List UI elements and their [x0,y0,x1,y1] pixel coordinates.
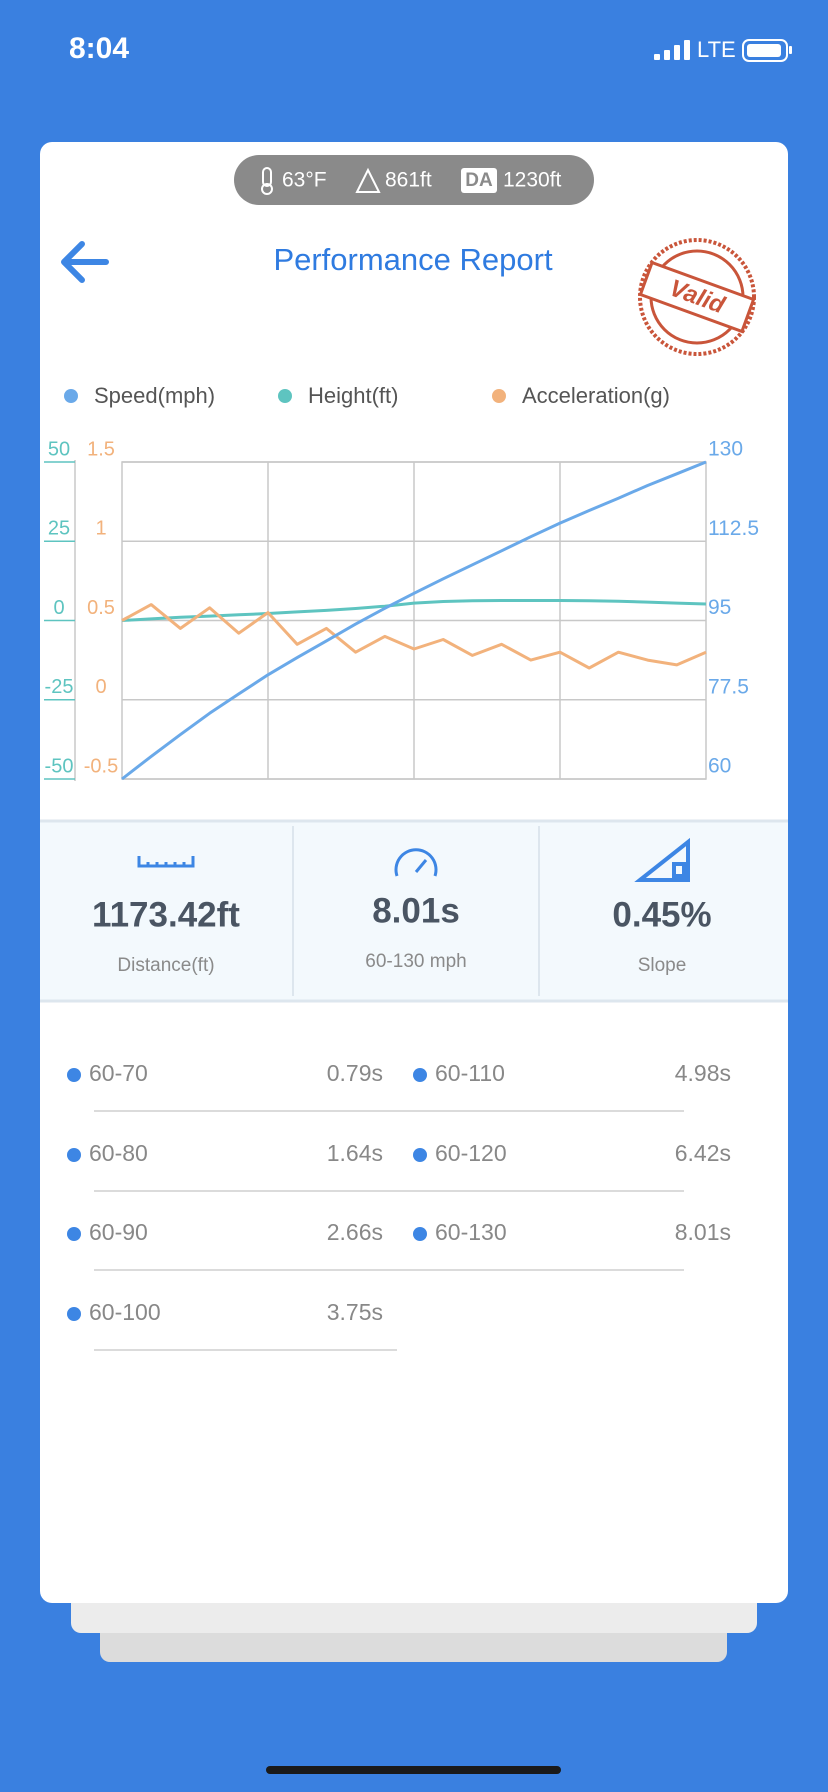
split-dot [67,1227,81,1241]
conditions-pill [234,155,594,205]
y3-tick-label: 1 [95,518,106,540]
y-tick-label: 0 [53,597,64,619]
split-range: 60-90 [89,1219,148,1245]
split-time: 6.42s [675,1140,731,1166]
y-tick-label: -50 [45,755,74,777]
split-dot [413,1068,427,1082]
mountain-icon [355,167,381,193]
splits: 60-70 0.79s 60-80 1.64s 60-90 2.66s 60-100 3.75… [67,1060,731,1351]
legend-label: Speed(mph) [94,383,215,408]
y2-tick-label: 112.5 [708,517,759,540]
y-tick-label: -25 [45,676,74,698]
da-badge: DA [465,170,493,191]
back-button[interactable] [61,241,109,283]
stat-value: 8.01s [372,891,460,930]
valid-stamp: Valid [638,238,756,356]
y2-tick-label: 130 [708,438,743,461]
altitude: 861ft [385,169,432,192]
legend-label: Acceleration(g) [522,383,670,408]
split-time: 0.79s [327,1060,383,1086]
stats: 1173.42ft Distance(ft) 8.01s 60-130 mph 0.45… [92,891,712,976]
split-range: 60-130 [435,1219,507,1245]
status-time: 8:04 [69,32,129,65]
y2-tick-label: 95 [708,596,731,619]
series-line [121,460,707,781]
split-range: 60-100 [89,1299,161,1325]
density-altitude: 1230ft [503,169,562,192]
y2-tick-label: 60 [708,755,731,778]
split-range: 60-120 [435,1140,507,1166]
split-time: 4.98s [675,1060,731,1086]
signal-icon [654,40,690,60]
split-time: 3.75s [327,1299,383,1325]
battery-icon [742,39,792,62]
y-tick-label: 50 [48,438,70,460]
y3-tick-label: 1.5 [87,438,115,460]
split-time: 8.01s [675,1219,731,1245]
status-network: LTE [697,37,736,62]
y3-tick-label: 0 [95,676,106,698]
stat-label: Distance(ft) [117,955,214,976]
split-range: 60-70 [89,1060,148,1086]
ruler-icon [137,856,195,868]
legend-dot [64,389,78,403]
split-dot [67,1068,81,1082]
slope-icon [634,837,690,882]
legend-dot [492,389,506,403]
split-dot [67,1148,81,1162]
y-tick-label: 25 [48,518,70,540]
split-dot [413,1148,427,1162]
legend-dot [278,389,292,403]
da-badge-bg [461,168,497,193]
split-time: 1.64s [327,1140,383,1166]
split-time: 2.66s [327,1219,383,1245]
y3-tick-label: -0.5 [84,755,118,777]
split-range: 60-80 [89,1140,148,1166]
stat-label: Slope [638,955,687,976]
page-title: Performance Report [273,242,553,277]
split-range: 60-110 [435,1060,505,1086]
temperature: 63°F [282,169,327,192]
thermometer-icon [261,167,273,195]
split-dot [67,1307,81,1321]
series-line [121,603,707,670]
stat-label: 60-130 mph [365,951,466,972]
split-dot [413,1227,427,1241]
y2-tick-label: 77.5 [708,675,749,698]
stat-value: 0.45% [612,895,711,934]
speedometer-icon [394,848,438,877]
chart: Speed(mph) Height(ft) Acceleration(g) 50 25 0… [44,383,759,781]
home-indicator [266,1766,561,1774]
y3-tick-label: 0.5 [87,597,115,619]
legend-label: Height(ft) [308,383,398,408]
stat-value: 1173.42ft [92,895,240,934]
